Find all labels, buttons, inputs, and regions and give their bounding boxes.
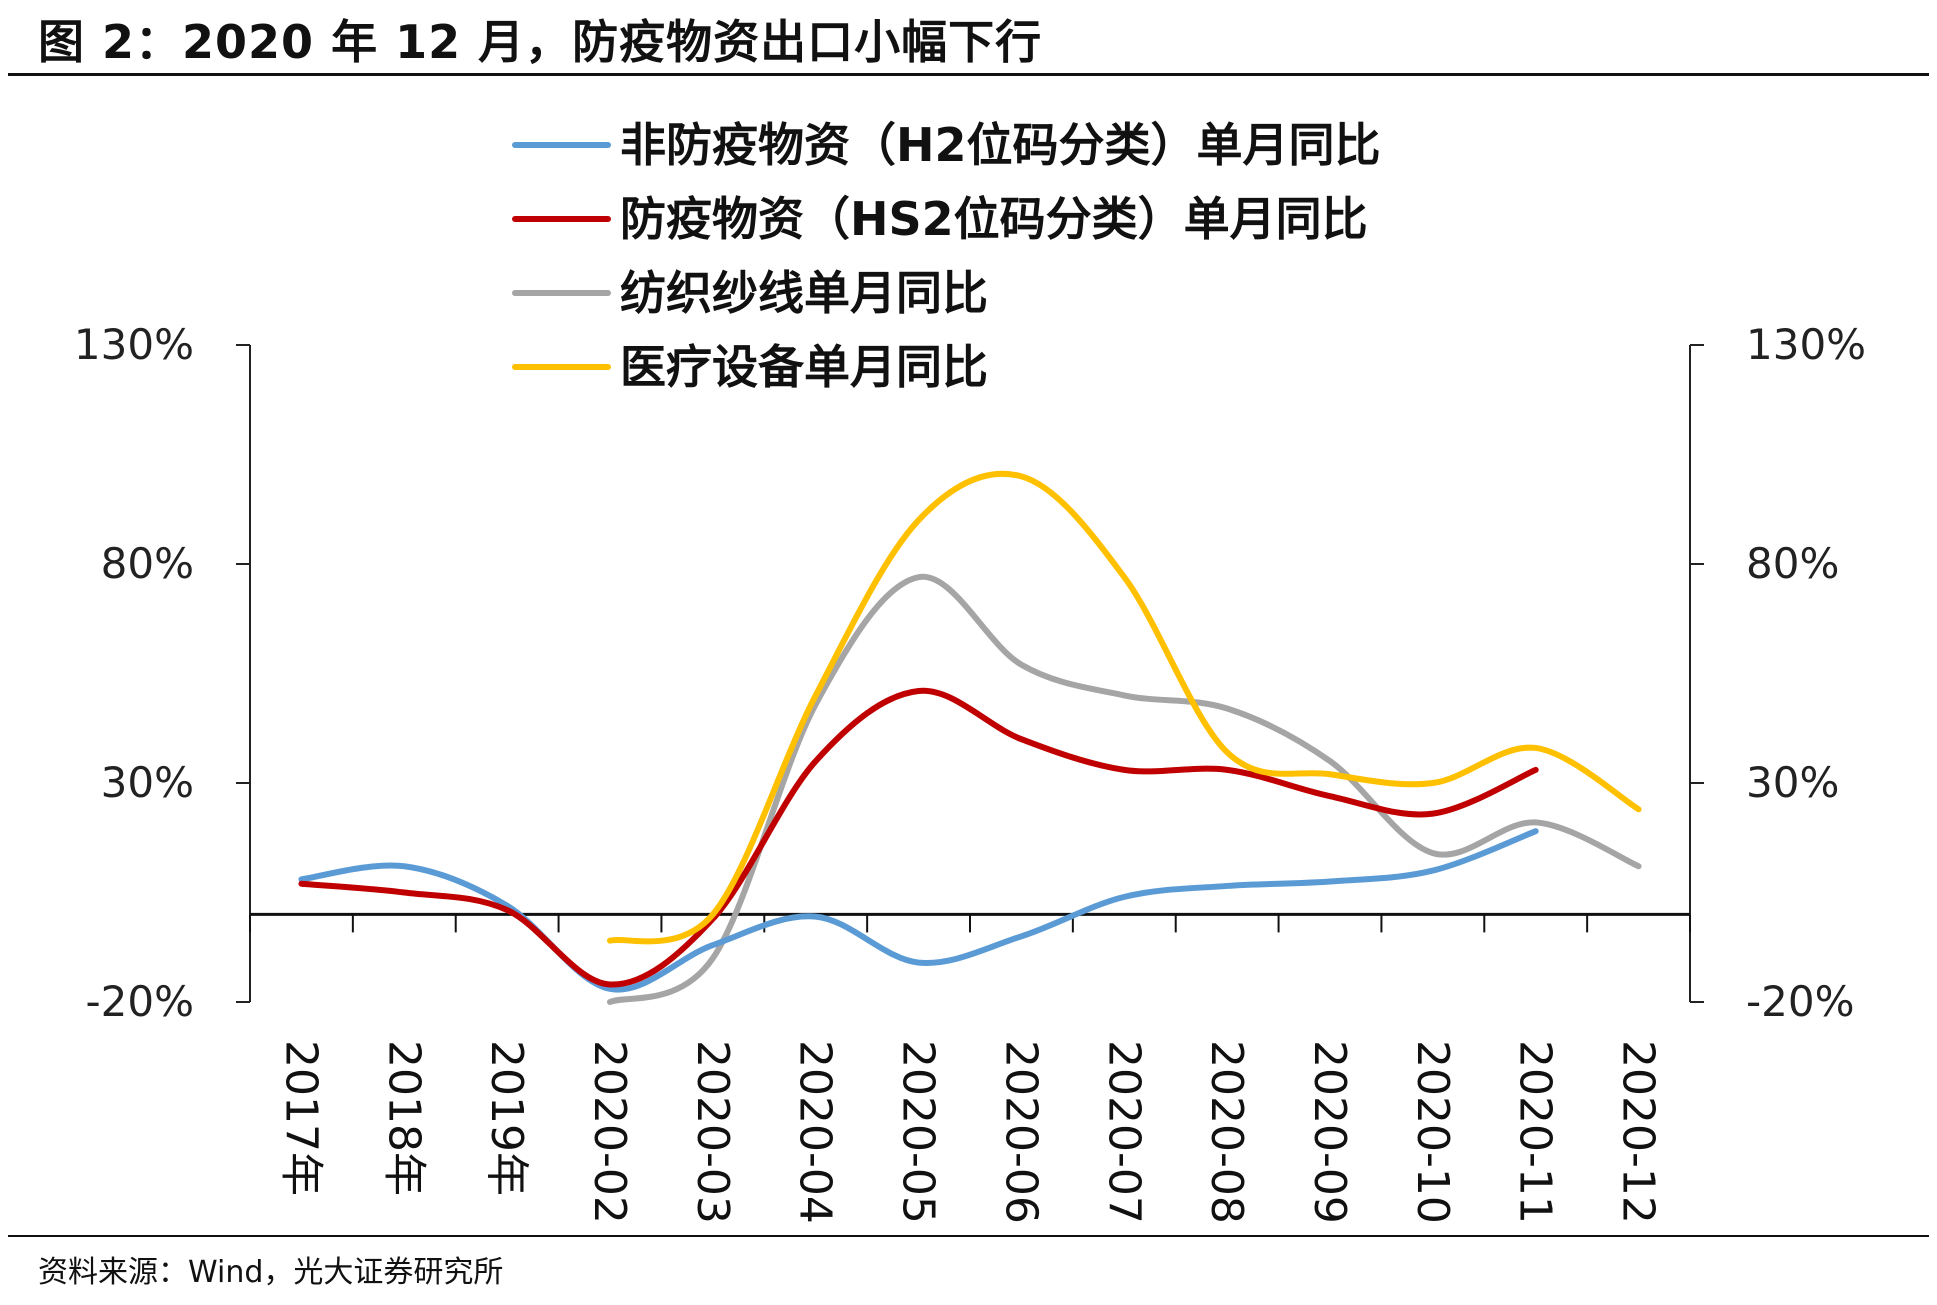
x-tick-label: 2018年 bbox=[378, 1040, 429, 1196]
legend-label-2: 防疫物资（HS2位码分类）单月同比 bbox=[620, 192, 1368, 246]
right-tick-label: -20% bbox=[1746, 977, 1855, 1026]
x-tick-label: 2020-06 bbox=[995, 1040, 1046, 1224]
left-tick-label: 130% bbox=[74, 320, 194, 369]
legend: 非防疫物资（H2位码分类）单月同比防疫物资（HS2位码分类）单月同比纺织纱线单月… bbox=[512, 118, 1381, 394]
axes: 130% 80% 30% -20% 130% 80% 30% -20% 2017年 2018年 20… bbox=[74, 320, 1866, 1224]
x-tick-label: 2020-07 bbox=[1098, 1040, 1149, 1224]
series-line-1 bbox=[298, 828, 1539, 993]
x-tick-label: 2020-03 bbox=[687, 1040, 738, 1224]
x-tick-label: 2020-10 bbox=[1407, 1040, 1458, 1224]
right-tick-label: 130% bbox=[1746, 320, 1866, 369]
top-rule bbox=[8, 73, 1929, 76]
x-tick-label: 2020-05 bbox=[893, 1040, 944, 1224]
bottom-rule bbox=[8, 1235, 1929, 1237]
legend-label-1: 非防疫物资（H2位码分类）单月同比 bbox=[620, 118, 1381, 172]
x-tick-label: 2019年 bbox=[481, 1040, 532, 1196]
left-tick-label: 80% bbox=[101, 539, 194, 588]
legend-label-3: 纺织纱线单月同比 bbox=[620, 266, 988, 320]
x-tick-label: 2020-12 bbox=[1613, 1040, 1664, 1224]
series-line-3 bbox=[607, 574, 1642, 1005]
chart-title: 图 2：2020 年 12 月，防疫物资出口小幅下行 bbox=[38, 15, 1043, 69]
x-tick-label: 2020-08 bbox=[1201, 1040, 1252, 1224]
series-layer bbox=[298, 470, 1642, 1005]
x-tick-label: 2020-09 bbox=[1304, 1040, 1355, 1224]
x-tick-label: 2020-02 bbox=[584, 1040, 635, 1224]
source-note: 资料来源：Wind，光大证券研究所 bbox=[38, 1255, 504, 1290]
left-tick-label: 30% bbox=[101, 758, 194, 807]
x-tick-label: 2017年 bbox=[275, 1040, 326, 1196]
line-chart: 130% 80% 30% -20% 130% 80% 30% -20% 2017年 2018年 20… bbox=[74, 118, 1866, 1224]
legend-label-4: 医疗设备单月同比 bbox=[620, 340, 988, 394]
right-tick-label: 30% bbox=[1746, 758, 1839, 807]
series-line-4 bbox=[607, 470, 1642, 945]
right-tick-label: 80% bbox=[1746, 539, 1839, 588]
x-tick-label: 2020-11 bbox=[1510, 1040, 1561, 1224]
x-tick-label: 2020-04 bbox=[790, 1040, 841, 1224]
left-tick-label: -20% bbox=[85, 977, 194, 1026]
series-line-2 bbox=[298, 687, 1539, 988]
